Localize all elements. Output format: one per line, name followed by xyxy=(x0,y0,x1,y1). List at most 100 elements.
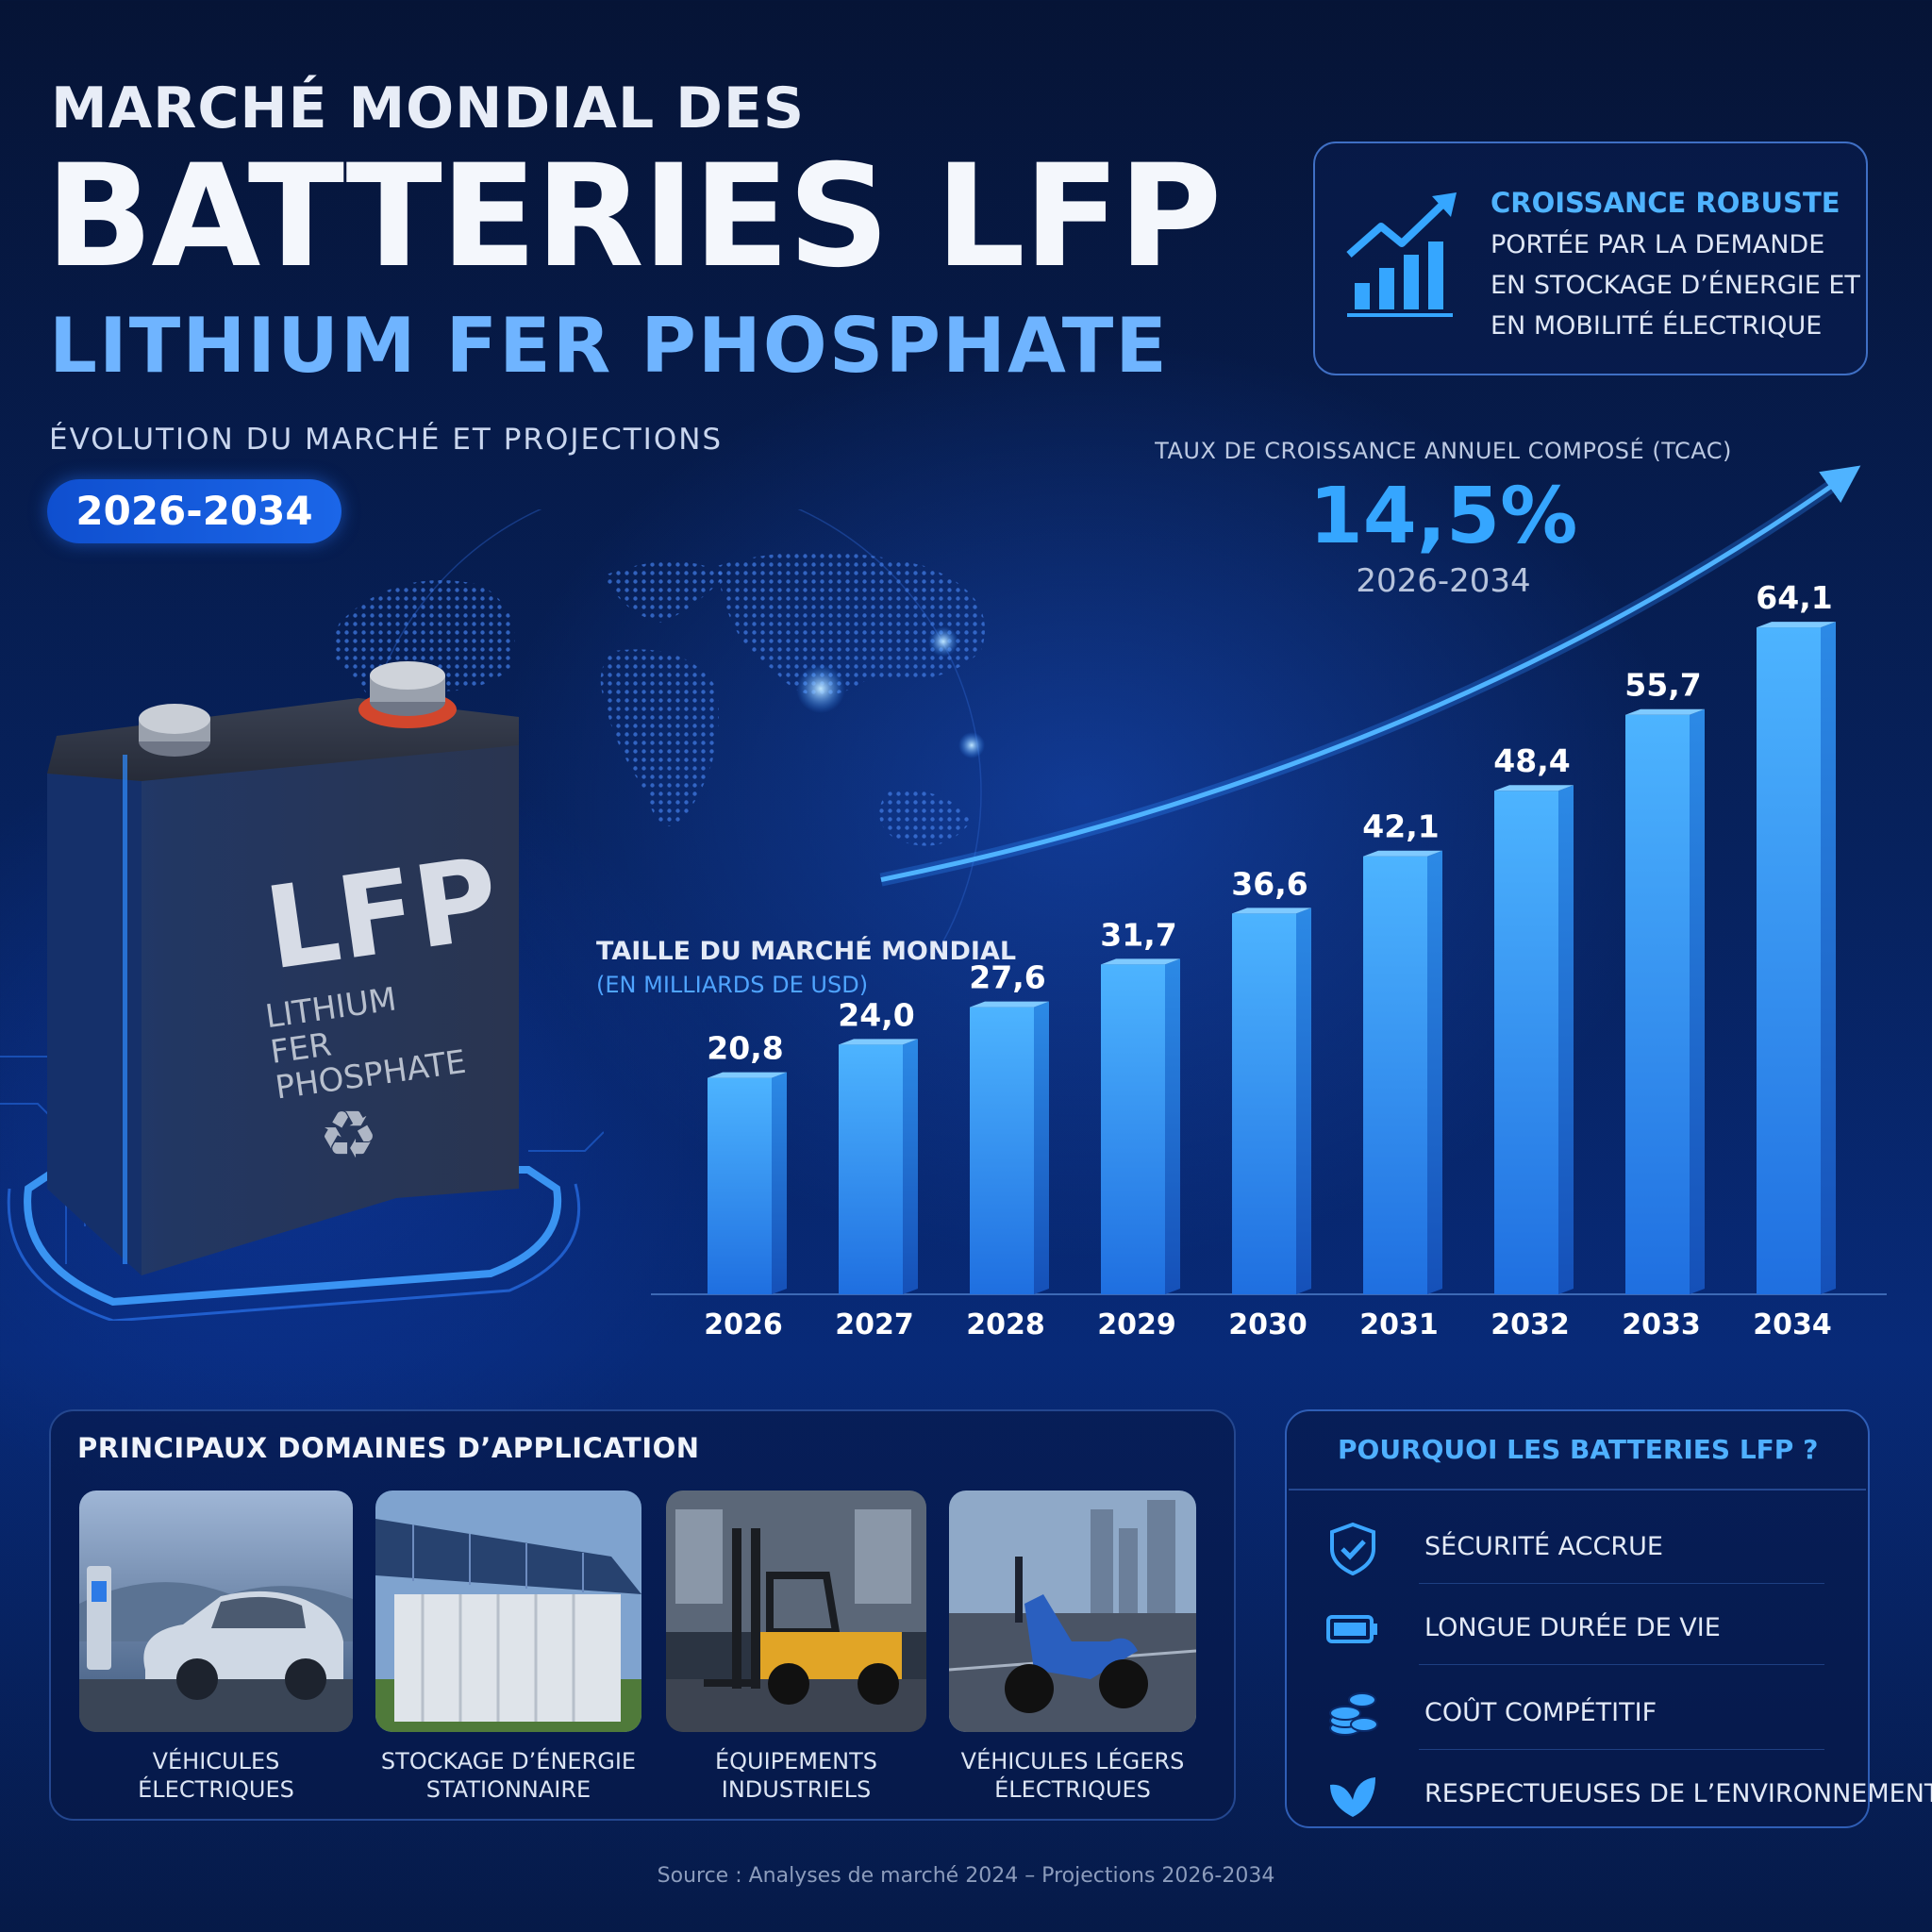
growth-line: PORTÉE PAR LA DEMANDE xyxy=(1491,230,1825,259)
why-item-label: LONGUE DURÉE DE VIE xyxy=(1424,1613,1721,1642)
applications-title: PRINCIPAUX DOMAINES D’APPLICATION xyxy=(77,1432,700,1464)
x-tick-label: 2029 xyxy=(1097,1308,1176,1341)
applications-panel: PRINCIPAUX DOMAINES D’APPLICATION VÉHICU… xyxy=(49,1409,1236,1821)
bar-front xyxy=(1757,627,1821,1294)
bar-side xyxy=(772,1072,787,1294)
divider xyxy=(1419,1583,1824,1584)
why-item-label: RESPECTUEUSES DE L’ENVIRONNEMENT xyxy=(1424,1779,1932,1808)
battery-graphic xyxy=(0,661,605,1323)
growth-title: CROISSANCE ROBUSTE xyxy=(1491,187,1840,219)
bar-value-label: 36,6 xyxy=(1231,865,1307,902)
bar-side xyxy=(1558,785,1574,1294)
bar-value-label: 24,0 xyxy=(838,996,914,1033)
bar-front xyxy=(1101,964,1165,1294)
application-label-line2: ÉLECTRIQUES xyxy=(994,1776,1151,1803)
bar-top xyxy=(1363,850,1442,857)
shield-check-icon xyxy=(1330,1522,1375,1575)
x-tick-label: 2030 xyxy=(1228,1308,1307,1341)
bar-front xyxy=(839,1044,903,1294)
application-label-line1: STOCKAGE D’ÉNERGIE xyxy=(380,1748,637,1774)
leaf-icon xyxy=(1330,1777,1375,1817)
bar-front xyxy=(1494,791,1558,1294)
bar-value-label: 48,4 xyxy=(1493,742,1570,779)
bar-top xyxy=(1625,708,1705,715)
why-item: RESPECTUEUSES DE L’ENVIRONNEMENT xyxy=(1324,1762,1932,1828)
chart-bar xyxy=(970,1001,1049,1294)
page-title: BATTERIES LFP xyxy=(45,135,1222,299)
cagr-label: TAUX DE CROISSANCE ANNUEL COMPOSÉ (TCAC) xyxy=(1155,438,1732,464)
bar-top xyxy=(1101,958,1180,965)
evolution-label: ÉVOLUTION DU MARCHÉ ET PROJECTIONS xyxy=(49,423,724,457)
scooter-image xyxy=(949,1491,1196,1732)
bar-front xyxy=(1625,714,1690,1294)
bar-value-label: 64,1 xyxy=(1756,579,1832,616)
chart-bar xyxy=(1101,958,1180,1294)
coins-icon xyxy=(1329,1692,1378,1736)
growth-line: EN MOBILITÉ ÉLECTRIQUE xyxy=(1491,311,1823,341)
bar-side xyxy=(1165,958,1180,1294)
growth-chart-icon xyxy=(1346,192,1457,317)
bar-side xyxy=(1034,1001,1049,1294)
bar-front xyxy=(708,1077,772,1294)
x-tick-label: 2031 xyxy=(1359,1308,1439,1341)
battery-illustration: LFP LITHIUM FER PHOSPHATE ♻ xyxy=(0,660,605,1323)
bar-value-label: 31,7 xyxy=(1100,916,1176,953)
chart-bar xyxy=(1232,908,1311,1294)
x-tick-label: 2028 xyxy=(966,1308,1045,1341)
why-item: COÛT COMPÉTITIF xyxy=(1324,1681,1853,1750)
chart-bar xyxy=(839,1039,918,1294)
recycle-icon: ♻ xyxy=(319,1096,378,1174)
application-label-line2: INDUSTRIELS xyxy=(721,1776,872,1803)
application-label-line1: VÉHICULES LÉGERS xyxy=(960,1748,1185,1774)
divider xyxy=(1419,1664,1824,1665)
application-label-line1: VÉHICULES xyxy=(152,1748,280,1774)
why-item-label: SÉCURITÉ ACCRUE xyxy=(1424,1532,1663,1561)
battery-icon xyxy=(1326,1615,1377,1643)
title-subtitle: LITHIUM FER PHOSPHATE xyxy=(49,302,1169,390)
application-label: STOCKAGE D’ÉNERGIE STATIONNAIRE xyxy=(375,1747,641,1804)
chart-unit-label: (EN MILLIARDS DE USD) xyxy=(596,972,869,998)
bar-side xyxy=(903,1039,918,1294)
forklift-image xyxy=(666,1491,926,1732)
cagr-period: 2026-2034 xyxy=(1356,562,1531,600)
bar-side xyxy=(1427,850,1442,1294)
cagr-value: 14,5% xyxy=(1308,472,1578,561)
bar-top xyxy=(970,1001,1049,1008)
bar-top xyxy=(1232,908,1311,914)
chart-bar xyxy=(1363,850,1442,1294)
why-lfp-panel: POURQUOI LES BATTERIES LFP ? SÉCURITÉ AC… xyxy=(1285,1409,1932,1828)
bar-top xyxy=(1494,785,1574,791)
bar-value-label: 42,1 xyxy=(1362,808,1439,845)
bar-top xyxy=(708,1072,787,1078)
bar-top xyxy=(1757,622,1836,628)
application-label: ÉQUIPEMENTS INDUSTRIELS xyxy=(666,1747,926,1804)
x-tick-label: 2032 xyxy=(1491,1308,1570,1341)
application-label-line1: ÉQUIPEMENTS xyxy=(714,1748,878,1774)
why-item: SÉCURITÉ ACCRUE xyxy=(1324,1515,1853,1584)
why-title: POURQUOI LES BATTERIES LFP ? xyxy=(1338,1434,1819,1465)
energy-storage-image xyxy=(375,1491,641,1732)
bar-front xyxy=(1363,856,1427,1294)
x-tick-label: 2033 xyxy=(1622,1308,1701,1341)
chart-bar xyxy=(708,1072,787,1294)
divider xyxy=(1289,1489,1866,1491)
application-label-line2: STATIONNAIRE xyxy=(425,1776,591,1803)
why-item: LONGUE DURÉE DE VIE xyxy=(1324,1596,1853,1665)
bar-value-label: 20,8 xyxy=(707,1030,783,1067)
x-tick-label: 2026 xyxy=(704,1308,783,1341)
divider xyxy=(1419,1749,1824,1750)
electric-car-image xyxy=(79,1491,353,1732)
chart-title: TAILLE DU MARCHÉ MONDIAL xyxy=(596,937,1017,966)
x-tick-label: 2027 xyxy=(835,1308,914,1341)
application-label: VÉHICULES ÉLECTRIQUES xyxy=(79,1747,353,1804)
bar-front xyxy=(970,1007,1034,1294)
growth-box: CROISSANCE ROBUSTE PORTÉE PAR LA DEMANDE… xyxy=(1313,142,1868,375)
bar-front xyxy=(1232,913,1296,1294)
title-line1: MARCHÉ MONDIAL DES xyxy=(51,75,806,142)
why-item-label: COÛT COMPÉTITIF xyxy=(1424,1698,1657,1727)
source-note: Source : Analyses de marché 2024 – Proje… xyxy=(657,1864,1275,1888)
application-label: VÉHICULES LÉGERS ÉLECTRIQUES xyxy=(949,1747,1196,1804)
bar-top xyxy=(839,1039,918,1045)
bar-value-label: 55,7 xyxy=(1624,667,1701,704)
chart-bar xyxy=(1757,622,1836,1294)
